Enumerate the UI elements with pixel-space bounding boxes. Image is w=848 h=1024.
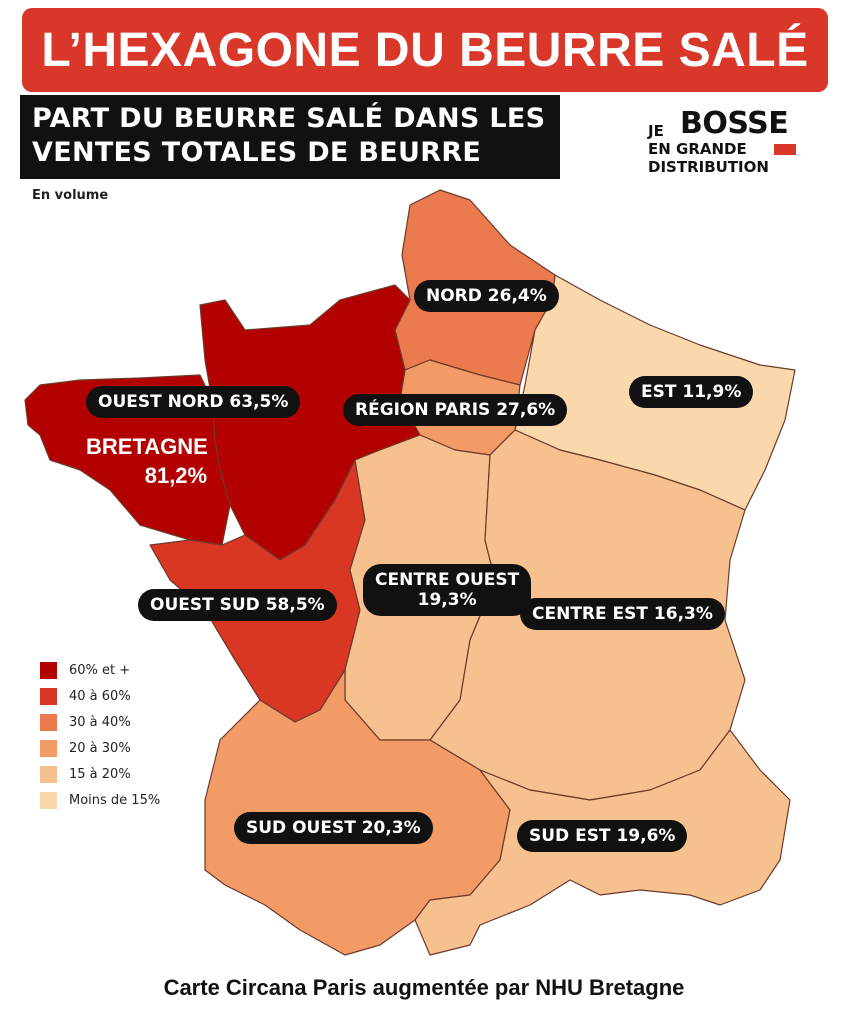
unit-note: En volume: [32, 188, 109, 203]
logo-line-2: EN GRANDE: [648, 140, 747, 158]
legend-swatch: [40, 661, 57, 679]
legend-item: Moins de 15%: [40, 787, 160, 813]
label-centre-ouest: CENTRE OUEST 19,3%: [363, 564, 532, 616]
legend: 60% et + 40 à 60% 30 à 40% 20 à 30% 15 à…: [40, 657, 160, 813]
logo-bosse: BOSSE: [680, 106, 789, 141]
label-bretagne-name: BRETAGNE: [86, 434, 208, 459]
legend-item: 30 à 40%: [40, 709, 160, 735]
legend-label: 40 à 60%: [69, 688, 131, 704]
logo-red-bar: [774, 144, 796, 155]
legend-swatch: [40, 739, 57, 757]
label-ouest-nord: OUEST NORD 63,5%: [86, 386, 301, 418]
label-sud-est: SUD EST 19,6%: [517, 820, 688, 852]
legend-item: 40 à 60%: [40, 683, 160, 709]
legend-swatch: [40, 687, 57, 705]
label-sud-ouest: SUD OUEST 20,3%: [234, 812, 433, 844]
label-bretagne: BRETAGNE 81,2%: [86, 432, 208, 490]
legend-swatch: [40, 713, 57, 731]
legend-label: 60% et +: [69, 662, 131, 678]
title-banner: L’HEXAGONE DU BEURRE SALÉ: [22, 8, 828, 92]
legend-label: 20 à 30%: [69, 740, 131, 756]
label-centre-ouest-name: CENTRE OUEST: [375, 570, 520, 590]
legend-label: Moins de 15%: [69, 792, 161, 808]
legend-label: 30 à 40%: [69, 714, 131, 730]
label-ouest-sud: OUEST SUD 58,5%: [138, 589, 337, 621]
legend-label: 15 à 20%: [69, 766, 131, 782]
logo: JE BOSSE EN GRANDE DISTRIBUTION: [646, 106, 806, 180]
label-region-paris: RÉGION PARIS 27,6%: [343, 394, 568, 426]
logo-je: JE: [648, 122, 664, 140]
credit: Carte Circana Paris augmentée par NHU Br…: [163, 975, 685, 1000]
logo-line-3: DISTRIBUTION: [648, 158, 769, 176]
label-nord: NORD 26,4%: [414, 280, 559, 312]
legend-item: 20 à 30%: [40, 735, 160, 761]
map-title: L’HEXAGONE DU BEURRE SALÉ: [41, 23, 809, 77]
label-bretagne-value: 81,2%: [144, 463, 208, 488]
legend-swatch: [40, 791, 57, 809]
subtitle-line-1: PART DU BEURRE SALÉ DANS LES: [32, 103, 546, 134]
subtitle-line-2: VENTES TOTALES DE BEURRE: [32, 137, 482, 168]
label-centre-est: CENTRE EST 16,3%: [520, 598, 725, 630]
subtitle-box: PART DU BEURRE SALÉ DANS LES VENTES TOTA…: [20, 95, 560, 179]
label-est: EST 11,9%: [629, 376, 754, 408]
label-centre-ouest-value: 19,3%: [417, 590, 477, 610]
legend-item: 15 à 20%: [40, 761, 160, 787]
legend-swatch: [40, 765, 57, 783]
legend-item: 60% et +: [40, 657, 160, 683]
